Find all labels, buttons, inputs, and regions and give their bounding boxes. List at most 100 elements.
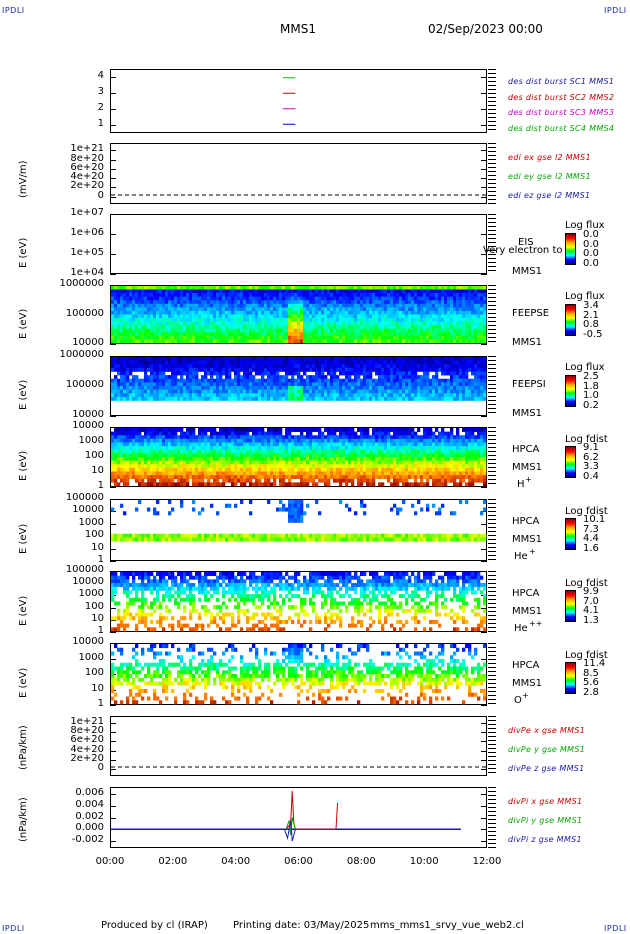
hpca_hepp-y-tick-label: 1 [97, 625, 104, 636]
hpca_h-y-tick-mark [110, 487, 116, 488]
hpca_o-y-tick-mark-right [481, 658, 487, 660]
feepsi-colorbar-value: 1.0 [583, 390, 599, 401]
edi-y-tick-label: 4e+20 [70, 171, 104, 183]
feepse-colorbar [565, 304, 576, 336]
divpi-y-tick-mark [110, 805, 116, 807]
edi-y-tick-label: 1e+21 [70, 143, 104, 155]
edi-y-tick-mark-right [481, 159, 487, 161]
divpi-panel [110, 787, 487, 848]
hpca_he-colorbar [565, 518, 576, 550]
burst-legend-entry: des dist burst SC2 MMS2 [508, 92, 615, 102]
hpca_hepp-y-tick-mark-right [481, 571, 487, 572]
edi-y-axis-label: (mV/m) [18, 160, 29, 198]
eis-y-tick-mark [110, 274, 116, 275]
header-datetime: 02/Sep/2023 00:00 [428, 22, 543, 36]
divpe-y-tick-mark-right [481, 732, 487, 734]
feepsi-colorbar-title: Log flux [565, 362, 605, 373]
hpca_hepp-colorbar-value: 7.0 [583, 595, 599, 607]
hpca_o-colorbar [565, 662, 576, 694]
burst-panel [110, 69, 487, 133]
eis-y-tick-mark-right [481, 214, 487, 215]
hpca_he-y-tick-label: 1000 [78, 516, 104, 528]
feepse-y-tick-mark-right [481, 344, 487, 345]
hpca_h-y-tick-mark-right [481, 487, 487, 488]
hpca_he-y-tick-label: 1 [97, 554, 104, 565]
edi-y-tick-mark [110, 187, 116, 189]
feepse-colorbar-value: 0.8 [583, 319, 599, 330]
hpca_h-y-tick-label: 1000 [78, 435, 104, 446]
hpca_he-y-tick-mark-right [481, 511, 487, 513]
header-spacecraft: MMS1 [280, 22, 316, 36]
hpca_hepp-plot-area [111, 572, 487, 632]
edi-y-tick-mark-right [481, 150, 487, 152]
edi-plot-area [111, 194, 486, 196]
hpca_h-colorbar-value: 0.4 [583, 470, 599, 482]
divpe-plot-area [111, 766, 486, 768]
hpca_h-colorbar-value: 3.3 [583, 461, 599, 472]
divpe-y-tick-mark-right [481, 723, 487, 725]
hpca_he-plot-area [111, 500, 487, 542]
divpi-y-axis-label: (nPa/km) [18, 796, 29, 842]
divpe-y-tick-mark-right [481, 750, 487, 752]
divpe-legend-entry: divPe z gse MMS1 [508, 764, 585, 773]
hpca_he-y-tick-mark-right [481, 548, 487, 550]
hpca_hepp-colorbar [565, 590, 576, 622]
feepsi-y-tick-label: 1000000 [59, 349, 104, 360]
eis-right-ticks [488, 214, 496, 274]
hpca_he-y-tick-mark-right [481, 523, 487, 525]
divpe-y-tick-mark [110, 741, 116, 743]
hpca_he-instrument-label: HPCA [512, 516, 540, 527]
divpi-y-tick-mark-right [481, 817, 487, 819]
edi-y-tick-mark [110, 178, 116, 180]
burst-y-tick-mark [110, 92, 116, 94]
edi-legend-entry: edi ez gse l2 MMS1 [508, 191, 591, 200]
burst-legend-entry: des dist burst SC1 MMS1 [508, 77, 615, 86]
eis-colorbar-value: 0.0 [583, 238, 599, 250]
burst-y-tick-mark [110, 76, 116, 78]
hpca_o-species-label: O [514, 695, 522, 706]
divpe-legend-entry: divPe y gse MMS1 [508, 745, 586, 754]
feepsi-instrument-label: FEEPSI [512, 379, 546, 390]
hpca_h-charge-label: + [525, 475, 532, 484]
eis-colorbar-value: 0.0 [583, 229, 599, 240]
hpca_o-y-tick-label: 100 [84, 667, 104, 678]
hpca_hepp-y-tick-mark [110, 571, 116, 572]
hpca_he-y-tick-label: 10 [91, 541, 104, 553]
hpca_h-colorbar [565, 446, 576, 478]
hpca_o-colorbar-value: 5.6 [583, 677, 599, 688]
hpca_h-instrument-label: HPCA [512, 444, 540, 455]
hpca_he-y-tick-mark [110, 561, 116, 562]
feepsi-y-tick-mark [110, 416, 116, 417]
divpi-series-line [283, 820, 296, 842]
burst-y-tick-label: 1 [97, 118, 104, 130]
hpca_hepp-y-tick-mark [110, 619, 116, 621]
feepse-y-tick-mark [110, 285, 116, 286]
eis-panel [110, 214, 487, 274]
feepse-y-tick-mark-right [481, 285, 487, 286]
x-tick-label: 12:00 [472, 856, 502, 867]
hpca_he-y-tick-label: 100 [84, 529, 104, 541]
feepsi-y-tick-mark-right [481, 416, 487, 417]
divpi-legend-entry: divPi y gse MMS1 [508, 816, 583, 825]
hpca_o-spacecraft-label: MMS1 [512, 678, 542, 689]
hpca_hepp-y-tick-label: 10000 [72, 576, 104, 588]
footer-produced: Produced by cl (IRAP) [101, 920, 208, 931]
divpi-y-tick-label: 0.004 [75, 798, 104, 810]
divpe-legend-entry: divPe x gse MMS1 [508, 726, 586, 735]
hpca_he-y-tick-mark [110, 548, 116, 550]
eis-overlay-text: Very electron to [483, 245, 563, 256]
burst-y-tick-mark-right [481, 92, 487, 94]
feepsi-spacecraft-label: MMS1 [512, 408, 542, 419]
feepsi-plot-area [111, 357, 487, 401]
feepse-y-tick-label: 10000 [72, 337, 104, 348]
divpe-y-tick-mark [110, 732, 116, 734]
divpe-y-tick-label: 2e+20 [70, 752, 104, 764]
eis-colorbar-title: Log flux [565, 220, 605, 231]
divpi-y-tick-mark [110, 840, 116, 842]
hpca_hepp-colorbar-title: Log fdist [565, 578, 608, 589]
edi-y-tick-label: 0 [97, 189, 104, 201]
feepsi-y-axis-label: E (eV) [18, 379, 29, 410]
divpi-plot-area [111, 790, 461, 842]
hpca_o-y-tick-label: 10000 [72, 636, 104, 647]
hpca_o-right-ticks [488, 643, 496, 705]
